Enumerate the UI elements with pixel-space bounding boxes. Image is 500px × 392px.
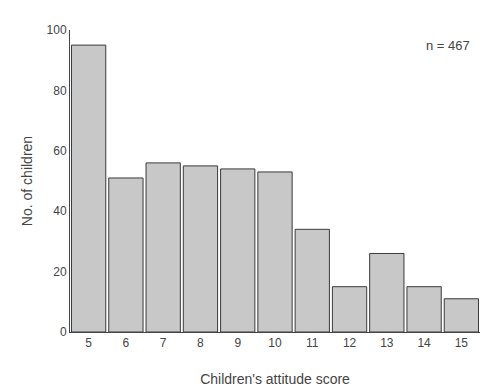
svg-text:80: 80 xyxy=(53,84,67,98)
svg-text:7: 7 xyxy=(160,336,167,350)
svg-text:5: 5 xyxy=(85,336,92,350)
svg-text:11: 11 xyxy=(306,336,319,350)
svg-text:8: 8 xyxy=(197,336,204,350)
svg-text:No. of children: No. of children xyxy=(19,136,35,226)
svg-text:60: 60 xyxy=(53,144,67,158)
svg-text:40: 40 xyxy=(53,204,67,218)
svg-text:0: 0 xyxy=(60,325,67,339)
svg-text:15: 15 xyxy=(455,336,469,350)
svg-text:10: 10 xyxy=(268,336,282,350)
svg-text:n = 467: n = 467 xyxy=(426,38,470,53)
svg-text:14: 14 xyxy=(417,336,431,350)
svg-text:6: 6 xyxy=(123,336,130,350)
svg-text:9: 9 xyxy=(234,336,241,350)
svg-text:13: 13 xyxy=(380,336,394,350)
svg-text:100: 100 xyxy=(47,23,67,37)
svg-text:20: 20 xyxy=(53,265,67,279)
svg-text:12: 12 xyxy=(343,336,357,350)
svg-text:Children's attitude score: Children's attitude score xyxy=(200,371,350,387)
